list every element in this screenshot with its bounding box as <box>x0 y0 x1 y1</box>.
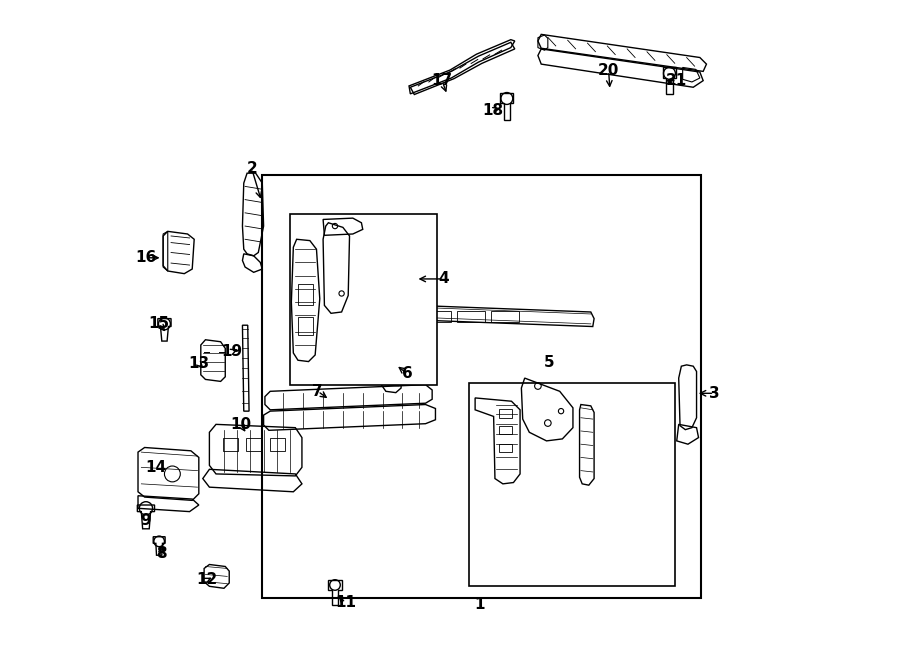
Text: 20: 20 <box>598 63 619 78</box>
Bar <box>270 438 285 451</box>
Text: 21: 21 <box>666 73 688 88</box>
Text: 19: 19 <box>221 344 242 359</box>
Bar <box>499 444 512 452</box>
Bar <box>499 409 512 418</box>
Text: 15: 15 <box>148 317 170 331</box>
Text: 6: 6 <box>401 366 412 381</box>
Text: 8: 8 <box>156 546 166 561</box>
Text: 10: 10 <box>230 417 251 432</box>
Text: 4: 4 <box>438 272 449 286</box>
Bar <box>469 383 675 586</box>
Text: 16: 16 <box>135 251 157 265</box>
Text: 2: 2 <box>247 161 257 176</box>
Text: 7: 7 <box>312 384 323 399</box>
Bar <box>247 438 262 451</box>
Text: 14: 14 <box>145 460 166 475</box>
Bar <box>456 311 485 322</box>
Text: 12: 12 <box>197 572 218 587</box>
Text: 11: 11 <box>335 596 356 610</box>
Text: 1: 1 <box>474 598 485 612</box>
Bar <box>290 214 436 385</box>
Text: 3: 3 <box>709 386 720 401</box>
Bar <box>298 317 312 335</box>
Bar <box>499 426 512 434</box>
Text: 18: 18 <box>482 103 503 118</box>
Bar <box>298 284 312 305</box>
Text: 13: 13 <box>188 356 210 371</box>
Bar <box>491 311 519 322</box>
Bar <box>262 175 701 598</box>
Text: 17: 17 <box>431 73 453 88</box>
Bar <box>222 438 238 451</box>
Text: 5: 5 <box>544 355 554 369</box>
Bar <box>422 311 451 322</box>
Text: 9: 9 <box>140 513 151 527</box>
